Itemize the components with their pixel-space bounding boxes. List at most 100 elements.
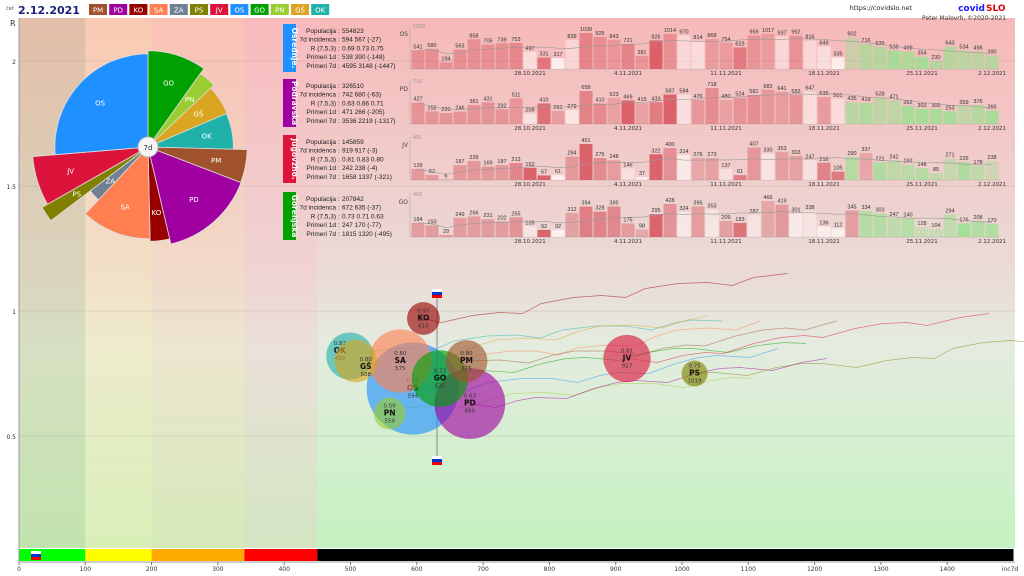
- pie-slice-GŠ: GŠ: [147, 87, 228, 148]
- bar: [901, 51, 915, 69]
- bar-value-label: 682: [763, 84, 772, 90]
- legend-swatch: [311, 4, 330, 15]
- bar-value-label: 623: [735, 41, 744, 47]
- bar: [453, 165, 467, 180]
- bar: [551, 229, 565, 237]
- bar: [859, 153, 873, 180]
- bar-value-label: 6: [444, 174, 447, 180]
- bar: [663, 94, 677, 124]
- bar: [649, 40, 663, 69]
- bar: [985, 161, 999, 180]
- bar: [775, 204, 789, 237]
- bar-value-label: 240: [903, 212, 912, 218]
- date-tick-label: 2.12.2021: [978, 126, 1006, 132]
- bar: [873, 162, 887, 180]
- bar-value-label: 273: [707, 152, 716, 158]
- date-tick-label: 25.11.2021: [906, 239, 938, 245]
- region-tab: [283, 135, 296, 183]
- x-tick-label: 0: [17, 566, 21, 573]
- info-value: 471 266 (-205): [342, 109, 385, 116]
- bar: [579, 91, 593, 124]
- bar: [635, 103, 649, 124]
- bar-value-label: 183: [735, 217, 744, 223]
- pie-wedge: [147, 72, 215, 148]
- bar: [901, 164, 915, 180]
- bar: [957, 162, 971, 180]
- bar-value-label: 290: [847, 151, 856, 157]
- legend-item-ZA: ZA: [169, 4, 188, 15]
- bar-value-label: 581: [749, 89, 758, 95]
- date-tick-label: 4.11.2021: [614, 239, 642, 245]
- pie-slice-label: ZA: [106, 177, 116, 185]
- bar-value-label: 410: [595, 97, 604, 103]
- x-tick-label: 600: [411, 566, 423, 573]
- info-key: Primeri 1d: [306, 222, 336, 229]
- bar-value-label: 230: [931, 55, 940, 61]
- y-tick-label: 1: [12, 309, 16, 316]
- bar: [551, 58, 565, 69]
- bubble-r-value: 0.82: [334, 341, 346, 347]
- incidence-band-340: [244, 549, 318, 561]
- max-value: 718: [413, 79, 422, 85]
- bar-value-label: 139: [413, 163, 422, 169]
- bubble-incidence: 559: [384, 419, 395, 425]
- bar-value-label: 1014: [664, 28, 676, 34]
- bar: [411, 168, 425, 180]
- bar-value-label: 962: [791, 30, 800, 36]
- bar: [915, 227, 929, 237]
- region-name: Osrednje.: [290, 28, 299, 69]
- info-key: 7d incidenca: [300, 148, 337, 155]
- bar: [845, 37, 859, 69]
- bar-value-label: 541: [413, 44, 422, 50]
- bar: [845, 156, 859, 180]
- y-axis-label: R: [10, 19, 16, 28]
- bar-value-label: 37: [639, 171, 645, 177]
- bar: [551, 175, 565, 180]
- bar: [733, 175, 747, 180]
- info-value: 326510: [342, 83, 364, 90]
- trajectory-PD: [469, 358, 827, 408]
- bar-value-label: 312: [567, 207, 576, 213]
- region-name: Jugovzho.: [290, 137, 299, 179]
- x-tick-label: 400: [278, 566, 290, 573]
- bar: [565, 110, 579, 124]
- brand-slo: SLO: [986, 4, 1006, 14]
- bar-value-label: 253: [945, 105, 954, 111]
- info-value: 538 390 (-148): [342, 54, 385, 61]
- bar-value-label: 466: [763, 195, 772, 201]
- trajectory-PM: [466, 320, 837, 364]
- info-value: 242 238 (-4): [342, 165, 377, 172]
- bubble-r-value: 0.80: [394, 351, 407, 357]
- info-key: R (7,5,3): [311, 213, 336, 220]
- pie-slice-PS: PS: [41, 146, 149, 222]
- info-key: Primeri 7d: [306, 63, 336, 70]
- bar: [425, 111, 439, 124]
- bar-value-label: 362: [903, 100, 912, 106]
- bar: [971, 220, 985, 237]
- date-title: 2.12.2021: [18, 4, 80, 17]
- legend-item-OK: OK: [311, 4, 330, 15]
- bar: [481, 44, 495, 69]
- bar: [705, 158, 719, 180]
- trajectory-PS: [694, 340, 1024, 376]
- site-url[interactable]: https://covidslo.net: [850, 4, 913, 12]
- bar: [677, 154, 691, 180]
- flag-red: [432, 295, 442, 298]
- bar-value-label: 390: [987, 49, 996, 55]
- bubble-r-value: 0.97: [417, 309, 430, 315]
- incidence-band-100: [85, 549, 152, 561]
- legend-label: KO: [134, 7, 144, 15]
- bar: [467, 160, 481, 180]
- info-colon: :: [338, 139, 340, 146]
- date-tick-label: 11.11.2021: [710, 239, 742, 245]
- bar: [761, 33, 775, 69]
- info-key: Primeri 7d: [306, 174, 336, 181]
- legend-item-JV: JV: [210, 4, 229, 15]
- bar: [705, 88, 719, 124]
- bar-value-label: 337: [861, 147, 870, 153]
- info-value: 247 170 (-77): [342, 222, 381, 229]
